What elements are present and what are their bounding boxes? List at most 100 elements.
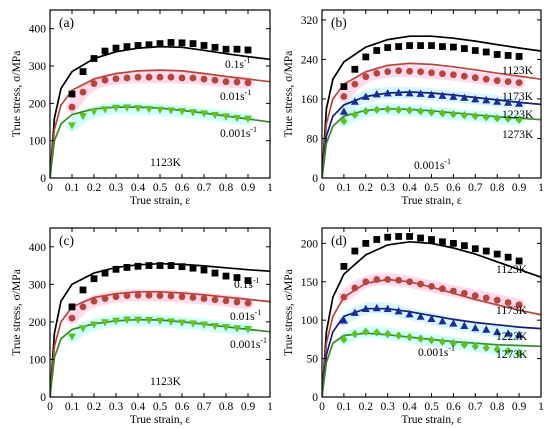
data-point — [123, 74, 131, 82]
series-points-1 — [68, 39, 252, 98]
series-label-3: 1223K — [502, 109, 534, 121]
y-tick-label: 200 — [301, 238, 319, 250]
data-point — [222, 272, 230, 280]
series-label-2: 0.01s-1 — [220, 88, 251, 103]
data-point — [482, 113, 490, 122]
model-curve-2 — [50, 290, 270, 397]
data-point — [178, 319, 186, 328]
x-tick-label: 0.3 — [109, 182, 124, 194]
data-point — [167, 318, 175, 326]
data-point — [112, 104, 120, 113]
data-point — [405, 89, 414, 97]
data-point — [471, 112, 479, 121]
x-tick-label: 0.3 — [109, 401, 124, 413]
y-tick-label: 100 — [29, 136, 47, 148]
data-point — [178, 39, 186, 47]
data-point — [438, 109, 447, 118]
series-label-4: 1273K — [502, 129, 534, 141]
data-point — [471, 47, 479, 54]
data-point — [189, 294, 197, 301]
data-point — [79, 88, 87, 96]
data-point — [134, 316, 142, 325]
data-point — [438, 91, 447, 99]
data-point — [222, 45, 230, 53]
data-point — [167, 262, 175, 269]
data-point — [211, 269, 219, 277]
data-point — [145, 105, 153, 114]
data-point — [384, 44, 392, 51]
data-point — [189, 264, 197, 272]
data-point — [340, 263, 348, 270]
data-point — [101, 47, 109, 55]
data-point — [395, 276, 403, 284]
series-label-2: 1173K — [502, 91, 534, 103]
chart-panel-3: 0 0.1 0.2 0.3 0.4 0.5 0.6 0.7 0.8 0.9 1 0 100 200 300 4… — [11, 227, 273, 426]
data-point — [233, 45, 241, 53]
y-tick-label: 400 — [29, 24, 47, 36]
data-point — [515, 349, 523, 358]
data-point — [90, 108, 98, 116]
data-point — [471, 323, 480, 332]
data-point — [178, 263, 186, 271]
data-point — [134, 42, 142, 49]
y-axis-label: True stress, σ/MPa — [283, 51, 295, 138]
data-point — [79, 113, 87, 121]
data-point — [222, 297, 230, 305]
series-label-1: 1123K — [496, 264, 528, 276]
x-tick-label: 1 — [267, 182, 273, 194]
data-point — [428, 236, 435, 243]
data-point — [200, 75, 208, 83]
data-point — [189, 40, 197, 47]
data-point — [482, 343, 490, 353]
x-axis-label: True strain, ε — [130, 414, 190, 426]
data-point — [460, 111, 468, 120]
data-point — [416, 312, 425, 320]
data-point — [123, 104, 131, 112]
data-point — [406, 332, 414, 342]
series-points-3 — [68, 104, 252, 130]
data-point — [504, 114, 512, 123]
data-point — [362, 278, 370, 286]
x-axis-label: True strain, ε — [401, 195, 461, 207]
data-point — [134, 291, 142, 299]
panel-label: (c) — [59, 233, 74, 248]
data-point — [340, 335, 348, 344]
data-point — [156, 292, 164, 299]
data-point — [167, 107, 175, 115]
data-point — [200, 110, 208, 118]
data-point — [482, 247, 490, 255]
data-point — [90, 80, 98, 87]
x-tick-label: 0.7 — [468, 182, 483, 194]
y-tick-label: 160 — [301, 94, 319, 106]
data-point — [384, 68, 392, 76]
data-point — [362, 239, 370, 247]
data-point — [427, 90, 436, 98]
data-point — [450, 43, 457, 51]
data-point — [79, 325, 87, 333]
panel-label: (d) — [331, 233, 347, 248]
data-point — [427, 335, 436, 345]
data-point — [493, 97, 502, 105]
data-point — [339, 107, 348, 115]
x-tick-label: 0.2 — [87, 401, 102, 413]
data-point — [384, 105, 392, 114]
data-point — [427, 314, 436, 323]
data-point — [145, 316, 153, 325]
data-point — [439, 70, 446, 78]
data-point — [145, 73, 153, 81]
data-point — [362, 107, 370, 116]
series-points-1 — [340, 42, 523, 90]
data-point — [123, 316, 131, 325]
data-point — [244, 299, 252, 307]
data-point — [68, 303, 76, 311]
x-tick-label: 0.5 — [424, 182, 439, 194]
x-tick-label: 0.9 — [512, 182, 527, 194]
data-point — [112, 317, 120, 326]
x-tick-label: 0.5 — [153, 401, 168, 413]
series-label-2: 1173K — [496, 305, 528, 317]
y-tick-label: 300 — [29, 279, 47, 291]
x-tick-label: 0.2 — [87, 182, 102, 194]
data-point — [406, 278, 413, 286]
data-point — [482, 325, 491, 333]
